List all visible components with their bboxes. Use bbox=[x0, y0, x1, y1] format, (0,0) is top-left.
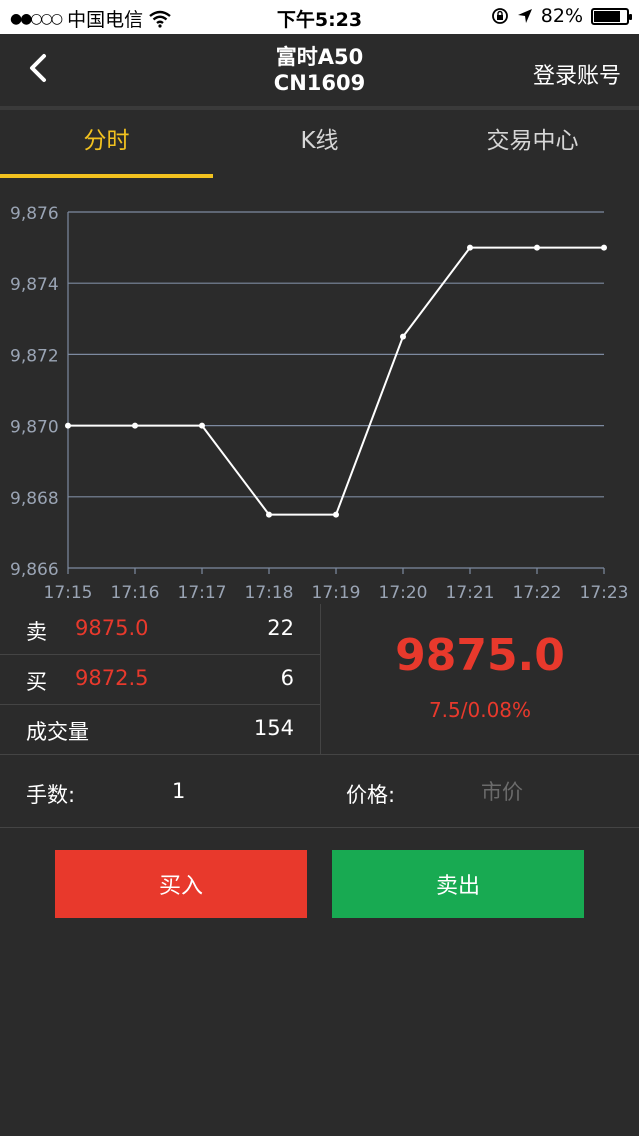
signal-strength-icon: ●●○○○ bbox=[10, 10, 63, 27]
x-tick-label: 17:18 bbox=[245, 583, 294, 603]
back-chevron-icon[interactable] bbox=[22, 48, 58, 88]
wifi-icon bbox=[149, 10, 171, 28]
tab-bar: 分时 K线 交易中心 bbox=[0, 110, 639, 178]
x-tick-label: 17:22 bbox=[513, 583, 562, 603]
x-tick-label: 17:19 bbox=[312, 583, 361, 603]
price-input[interactable] bbox=[440, 773, 564, 811]
status-time: 下午5:23 bbox=[276, 9, 363, 31]
price-change: 7.5/0.08% bbox=[428, 698, 532, 722]
ask-row: 卖 9875.0 22 bbox=[0, 604, 320, 655]
data-point bbox=[601, 244, 607, 251]
instrument-name: 富时A50 bbox=[275, 45, 364, 69]
y-tick-label: 9,876 bbox=[10, 204, 59, 224]
battery-icon bbox=[591, 7, 632, 25]
data-point bbox=[132, 422, 138, 429]
bid-qty: 6 bbox=[280, 666, 294, 690]
tab-trading-center[interactable]: 交易中心 bbox=[486, 128, 579, 154]
bid-row: 买 9872.5 6 bbox=[0, 654, 320, 705]
battery-fill bbox=[594, 10, 621, 22]
status-left: ●●○○○ 中国电信 bbox=[10, 5, 171, 32]
buy-button[interactable]: 买入 bbox=[55, 850, 307, 918]
intraday-chart: 9,866 9,868 9,870 9,872 9,874 9,876 17:15 17:16… bbox=[10, 204, 629, 603]
tab-timeshare[interactable]: 分时 bbox=[0, 110, 213, 178]
status-right: 82% bbox=[491, 5, 632, 27]
last-price: 9875.0 bbox=[395, 630, 565, 681]
ask-label: 卖 bbox=[26, 620, 47, 644]
price-label: 价格: bbox=[346, 783, 396, 807]
carrier-name: 中国电信 bbox=[67, 9, 144, 31]
tab-kline[interactable]: K线 bbox=[300, 128, 339, 154]
y-tick-label: 9,870 bbox=[10, 418, 59, 438]
y-tick-label: 9,874 bbox=[10, 275, 59, 295]
x-tick-label: 17:17 bbox=[178, 583, 227, 603]
x-tick-label: 17:16 bbox=[111, 583, 160, 603]
data-point bbox=[534, 244, 540, 251]
y-tick-label: 9,868 bbox=[10, 489, 59, 509]
data-point bbox=[266, 511, 272, 518]
data-point bbox=[467, 244, 473, 251]
y-tick-label: 9,872 bbox=[10, 346, 59, 366]
data-point bbox=[333, 511, 339, 518]
lots-input[interactable]: 1 bbox=[172, 779, 186, 803]
login-button[interactable]: 登录账号 bbox=[532, 64, 621, 89]
x-tick-label: 17:21 bbox=[446, 583, 495, 603]
nav-bar: 富时A50 CN1609 登录账号 bbox=[0, 34, 639, 110]
order-form: 手数: 1 价格: bbox=[0, 754, 639, 828]
x-tick-label: 17:15 bbox=[44, 583, 93, 603]
data-point bbox=[65, 422, 71, 429]
bid-price: 9872.5 bbox=[75, 666, 149, 690]
orientation-lock-icon bbox=[491, 8, 508, 24]
volume-value: 154 bbox=[253, 716, 294, 740]
x-tick-label: 17:23 bbox=[580, 583, 629, 603]
volume-label: 成交量 bbox=[26, 720, 89, 744]
quote-panel: 卖 9875.0 22 买 9872.5 6 成交量 154 9875.0 7.… bbox=[0, 604, 639, 754]
data-point bbox=[199, 422, 205, 429]
bid-label: 买 bbox=[26, 670, 47, 694]
volume-row: 成交量 154 bbox=[0, 704, 320, 754]
ask-qty: 22 bbox=[267, 616, 294, 640]
ask-price: 9875.0 bbox=[75, 616, 149, 640]
y-tick-label: 9,866 bbox=[10, 560, 59, 580]
x-tick-label: 17:20 bbox=[379, 583, 428, 603]
price-line bbox=[68, 246, 604, 516]
lots-label: 手数: bbox=[26, 783, 76, 807]
data-point bbox=[400, 333, 406, 340]
sell-button[interactable]: 卖出 bbox=[332, 850, 584, 918]
quote-divider bbox=[320, 604, 321, 754]
contract-code: CN1609 bbox=[273, 71, 366, 95]
status-bar: ●●○○○ 中国电信 下午5:23 82% bbox=[0, 0, 639, 34]
location-arrow-icon bbox=[517, 9, 532, 23]
battery-percent: 82% bbox=[540, 5, 583, 27]
page-title: 富时A50 CN1609 bbox=[0, 44, 639, 96]
